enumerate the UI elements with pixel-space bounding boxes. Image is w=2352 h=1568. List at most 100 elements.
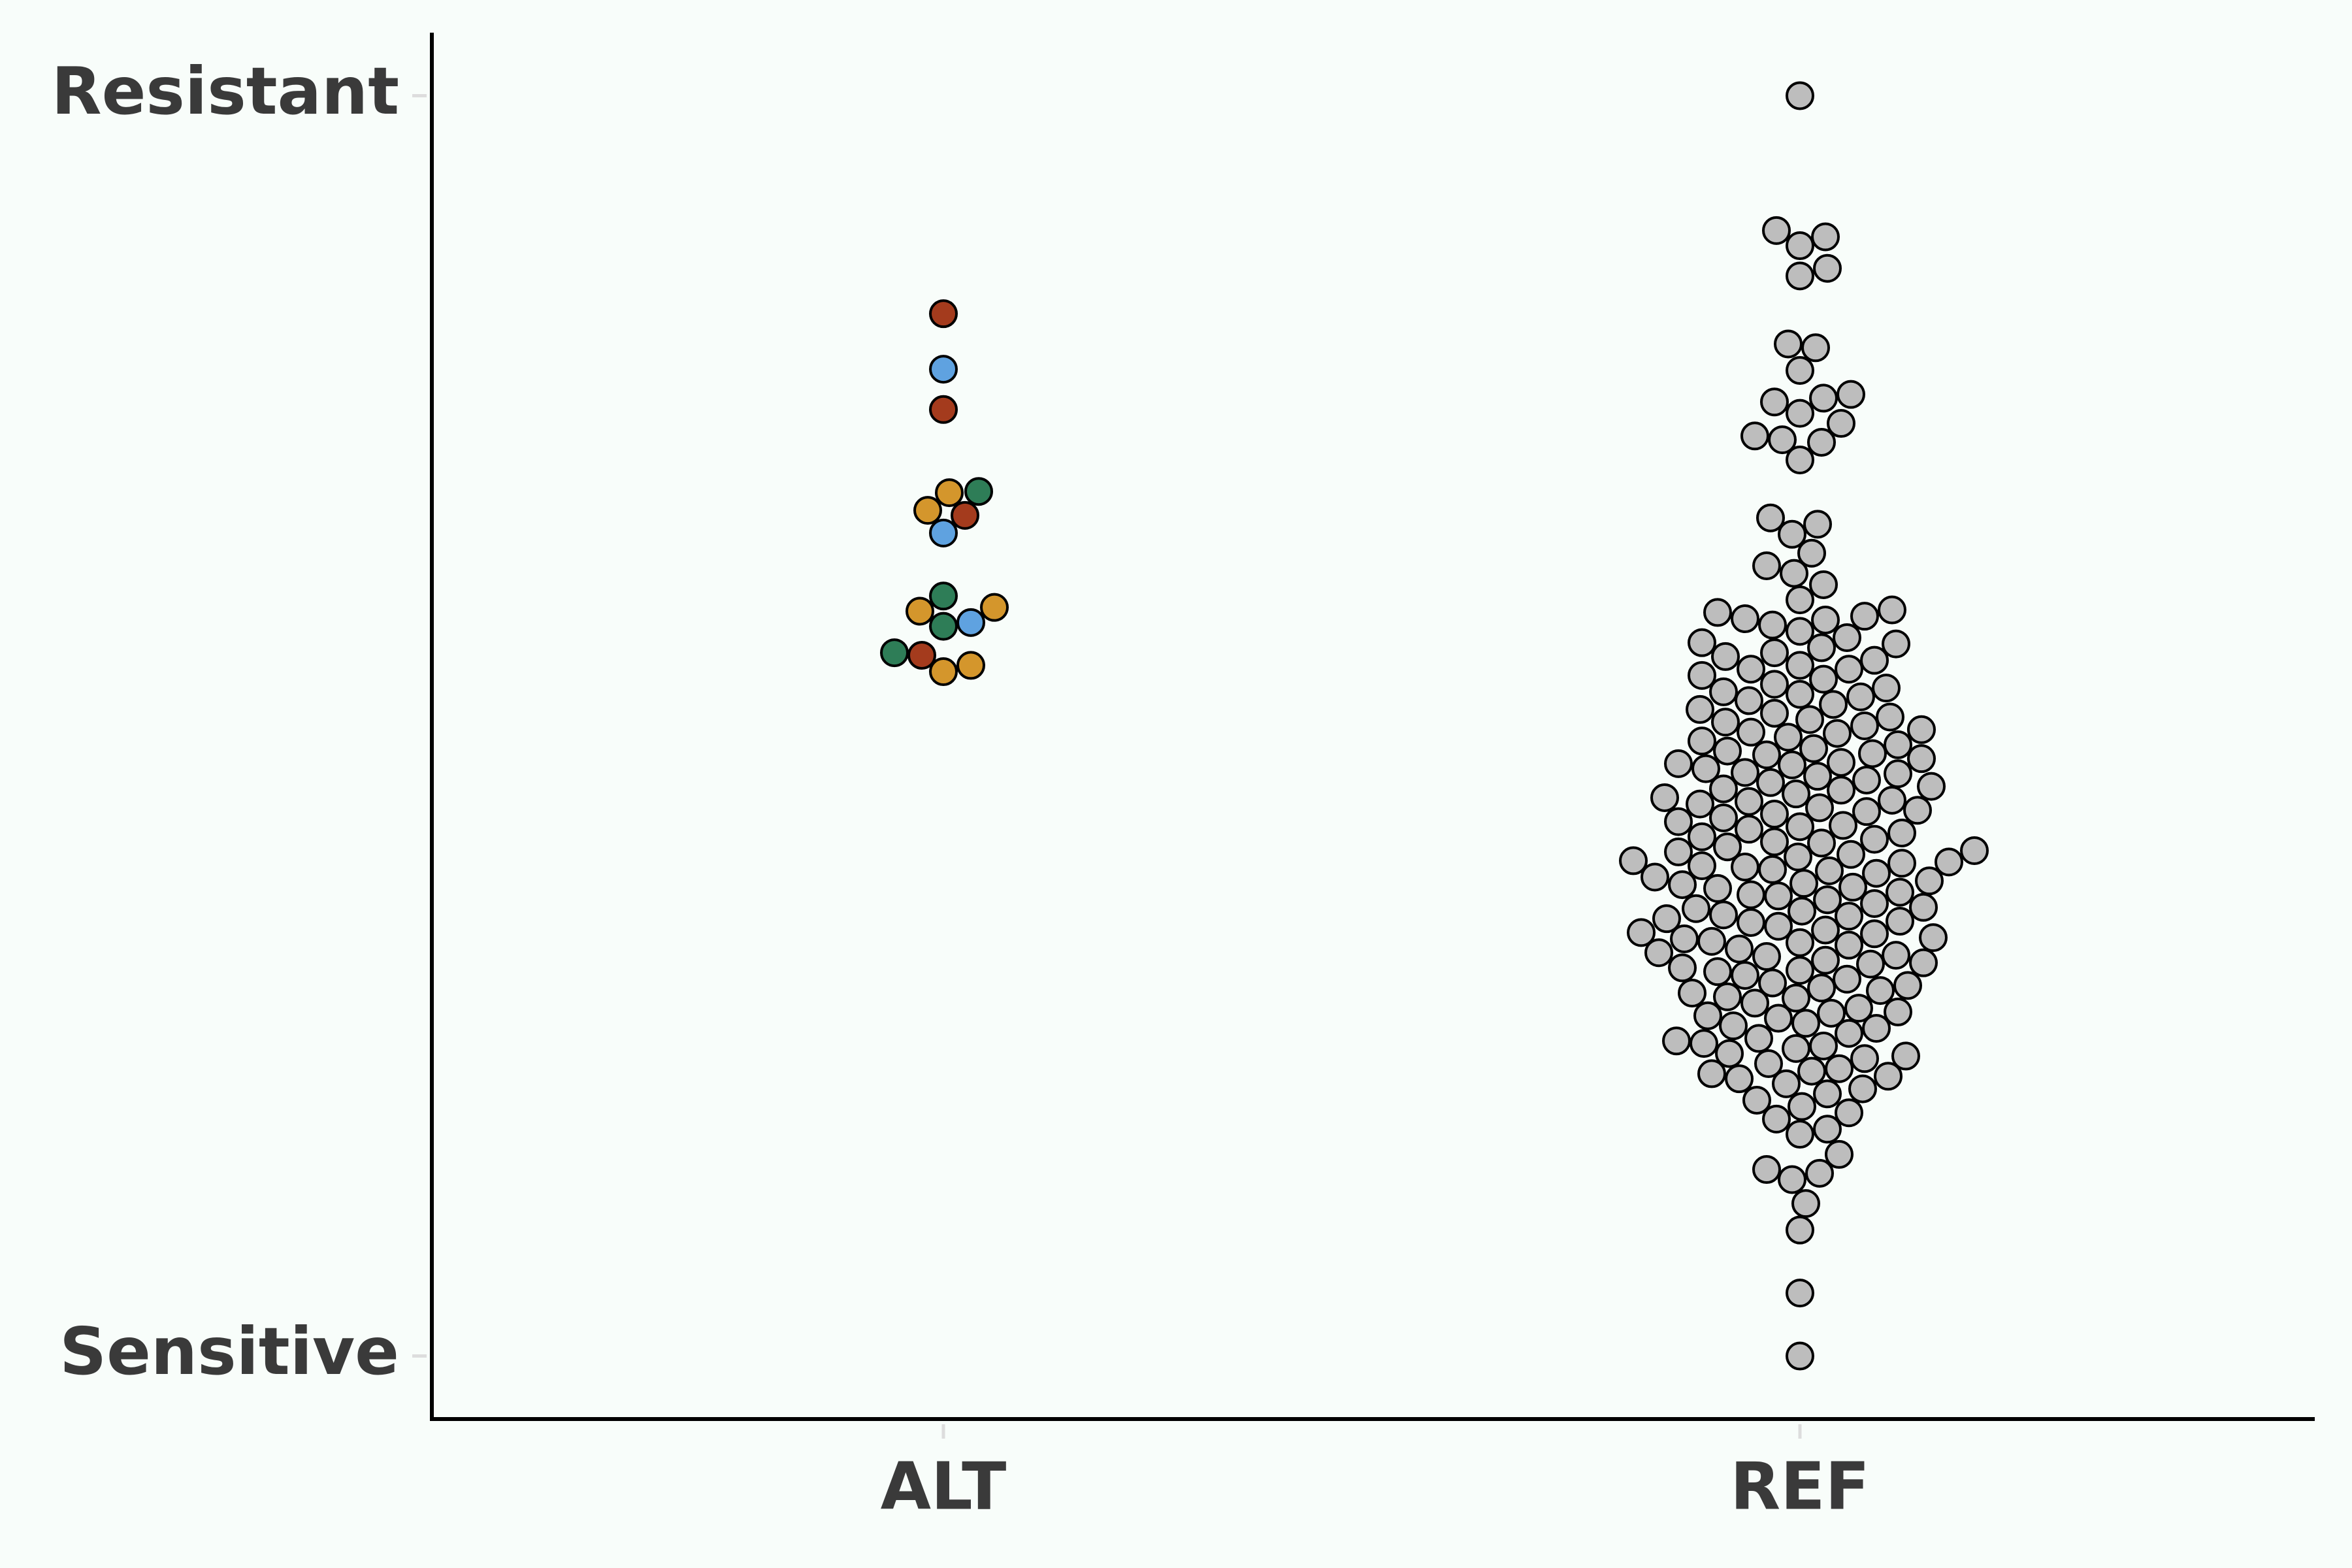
point <box>1872 674 1901 703</box>
point <box>1799 734 1828 763</box>
point <box>1703 874 1732 903</box>
point <box>1619 846 1648 875</box>
point <box>1756 503 1785 532</box>
point <box>1813 253 1842 283</box>
point <box>929 612 958 641</box>
point <box>1786 585 1814 615</box>
point <box>1919 923 1948 953</box>
point <box>1782 779 1810 809</box>
point <box>980 593 1009 622</box>
point <box>1788 1092 1816 1121</box>
point <box>1754 1049 1783 1078</box>
point <box>1878 595 1906 625</box>
point <box>1764 1004 1793 1033</box>
point <box>1878 785 1906 815</box>
point <box>1833 964 1861 994</box>
point <box>1688 727 1716 756</box>
point <box>1713 832 1742 862</box>
point <box>1860 919 1889 949</box>
point <box>1703 598 1732 627</box>
point <box>1744 1024 1773 1053</box>
point <box>1686 789 1714 819</box>
point <box>1764 911 1793 941</box>
point <box>1809 384 1838 413</box>
point <box>1860 825 1889 854</box>
point <box>1809 664 1838 694</box>
point <box>1960 836 1989 865</box>
point <box>1838 872 1867 902</box>
point <box>1835 930 1863 960</box>
point <box>1874 1062 1903 1091</box>
point <box>1907 715 1936 744</box>
point <box>1860 889 1889 919</box>
point <box>1862 1013 1891 1043</box>
point <box>1886 877 1914 907</box>
point <box>1688 822 1716 851</box>
point <box>1786 231 1814 261</box>
point <box>1678 978 1707 1007</box>
point <box>1760 827 1789 857</box>
point <box>1786 812 1814 841</box>
point <box>1737 655 1765 684</box>
point <box>1782 983 1810 1013</box>
point <box>1760 670 1789 699</box>
point <box>1711 642 1740 671</box>
point <box>1850 1044 1879 1073</box>
point <box>1735 686 1763 715</box>
point <box>956 651 985 680</box>
point <box>1809 1031 1838 1060</box>
point <box>1887 818 1916 847</box>
point <box>1813 885 1842 915</box>
point <box>1703 957 1732 987</box>
point <box>1713 982 1742 1011</box>
point <box>1760 800 1789 829</box>
point <box>1903 796 1932 825</box>
point <box>1786 617 1814 646</box>
point <box>929 355 958 384</box>
point <box>1797 1056 1826 1086</box>
point <box>1682 894 1710 923</box>
point <box>1641 862 1669 892</box>
point <box>1670 924 1699 954</box>
point <box>1807 973 1836 1003</box>
point <box>1709 774 1738 804</box>
point <box>1884 759 1912 789</box>
point <box>929 518 958 547</box>
point <box>1835 655 1863 684</box>
point <box>1907 744 1936 774</box>
point <box>1690 1029 1718 1058</box>
point <box>1803 510 1832 539</box>
point <box>1819 690 1848 719</box>
point <box>1786 928 1814 957</box>
point <box>1735 815 1763 844</box>
point <box>1725 1064 1754 1094</box>
point <box>1856 949 1885 979</box>
point <box>1762 1104 1791 1134</box>
point <box>1835 1019 1863 1048</box>
point <box>1811 605 1840 634</box>
point <box>1882 941 1910 970</box>
point <box>1801 333 1830 363</box>
point <box>1791 1009 1820 1038</box>
point <box>1778 519 1806 549</box>
point <box>1789 869 1818 898</box>
point <box>1786 679 1814 709</box>
point <box>1848 1074 1877 1103</box>
point <box>1752 942 1781 972</box>
point <box>1825 1054 1854 1083</box>
point <box>1725 934 1754 964</box>
point <box>1774 723 1803 752</box>
point <box>1737 907 1765 937</box>
point <box>1784 842 1812 872</box>
point <box>1709 900 1738 930</box>
point <box>1884 997 1912 1026</box>
point <box>1731 960 1759 990</box>
point <box>1662 1026 1691 1056</box>
point <box>1697 926 1726 956</box>
y-tick-label: Sensitive <box>59 1313 399 1390</box>
point <box>1827 409 1855 438</box>
point <box>1778 750 1806 779</box>
point <box>1811 915 1840 945</box>
point <box>1709 677 1738 706</box>
